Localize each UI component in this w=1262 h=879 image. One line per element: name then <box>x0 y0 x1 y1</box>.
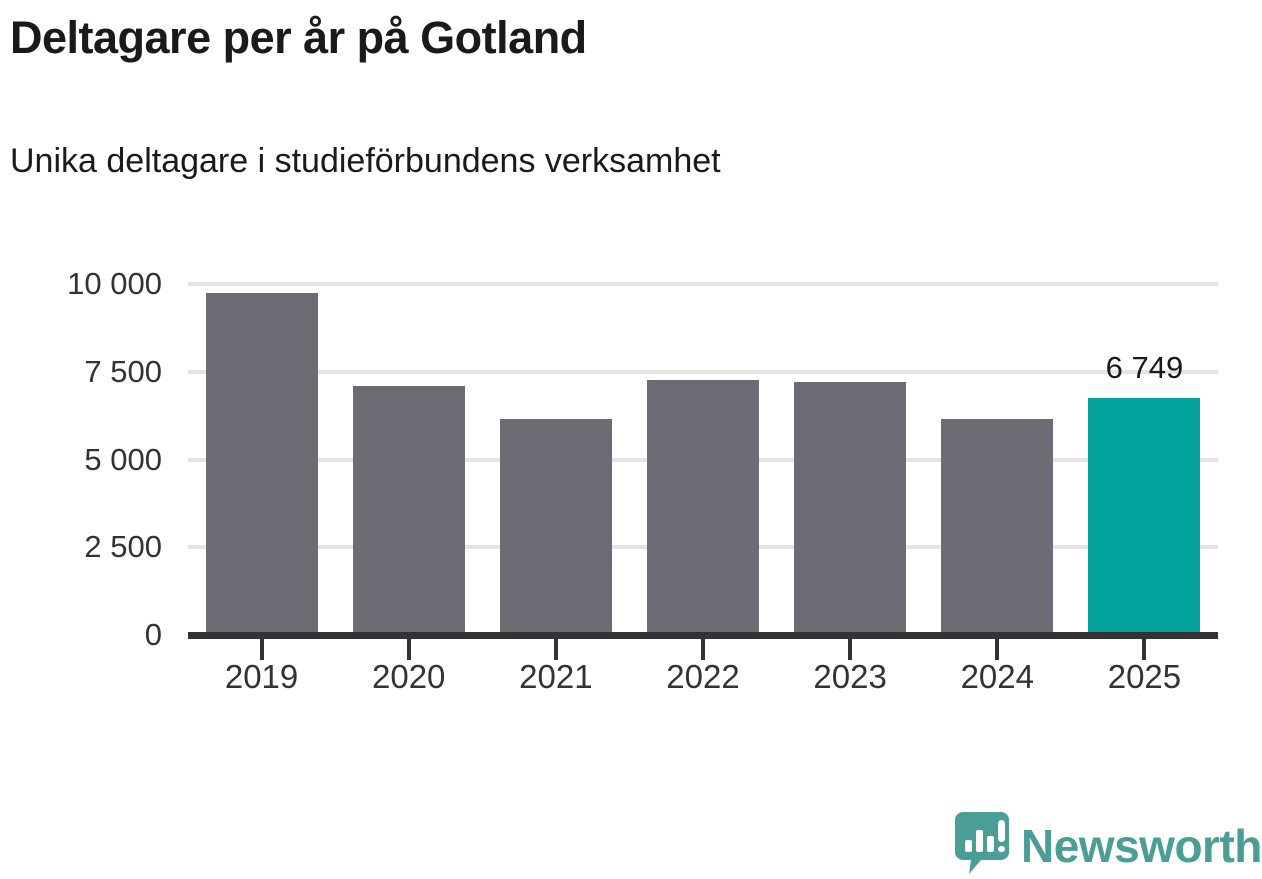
x-axis-tick-label: 2022 <box>666 658 740 695</box>
gridline <box>188 369 1218 374</box>
x-axis-tick-mark <box>995 639 1000 660</box>
x-axis-tick-label: 2020 <box>371 658 446 695</box>
bar[interactable] <box>647 379 759 635</box>
x-axis-tick-label: 2024 <box>960 658 1034 695</box>
page-title: Deltagare per år på Gotland <box>10 12 587 63</box>
y-axis-tick-label: 10 000 <box>67 266 162 301</box>
x-axis-tick-label: 2025 <box>1107 658 1182 695</box>
bar-column[interactable] <box>647 284 759 635</box>
x-axis-tick-mark <box>553 639 558 660</box>
bar-column[interactable] <box>499 284 612 635</box>
bar[interactable] <box>794 382 907 635</box>
y-axis-tick-label: 0 <box>144 617 162 652</box>
bar-column[interactable] <box>941 284 1054 635</box>
x-axis-tick-label: 2021 <box>519 658 593 695</box>
bar-column[interactable] <box>352 284 465 635</box>
bar-column[interactable] <box>794 284 907 635</box>
newsworthy-logo: Newsworthy <box>955 812 1262 879</box>
x-axis-tick-mark <box>1142 639 1147 660</box>
x-axis-tick-mark <box>406 639 411 660</box>
x-axis-tick-mark <box>259 639 264 660</box>
x-axis-tick-mark <box>701 639 705 660</box>
bar-column[interactable]: 6 749 <box>1088 284 1201 635</box>
x-axis-tick-label: 2023 <box>813 658 887 695</box>
bar[interactable] <box>499 419 612 635</box>
x-axis-tick-mark <box>848 639 853 660</box>
bar[interactable] <box>941 418 1054 635</box>
y-axis-tick-label: 5 000 <box>84 441 162 477</box>
bar[interactable] <box>1088 398 1201 635</box>
bar-column[interactable] <box>205 284 318 635</box>
x-axis-line <box>188 632 1218 639</box>
x-axis-tick-label: 2019 <box>224 658 299 695</box>
bar-series: 6 749 <box>188 284 1218 635</box>
bar-value-label: 6 749 <box>1105 350 1184 386</box>
chart-subtitle: Unika deltagare i studieförbundens verks… <box>10 142 721 180</box>
newsworthy-logo-text: Newsworthy <box>1021 819 1262 872</box>
newsworthy-bars-bubble-icon <box>955 812 1009 879</box>
y-axis-tick-label: 2 500 <box>84 529 162 565</box>
gridline <box>188 282 1218 286</box>
bar[interactable] <box>352 385 465 635</box>
bar[interactable] <box>205 292 318 635</box>
y-axis-tick-label: 7 500 <box>84 353 162 389</box>
